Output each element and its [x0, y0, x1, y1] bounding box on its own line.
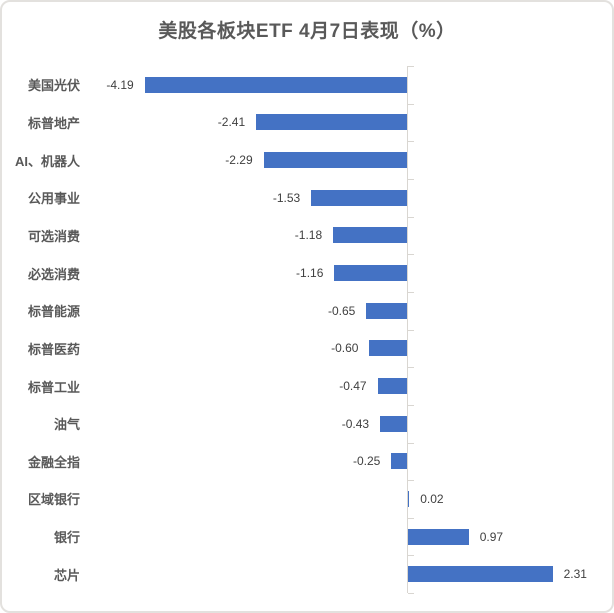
bar [408, 528, 469, 545]
category-label: AI、机器人 [14, 153, 80, 169]
axis-tick [408, 480, 414, 482]
value-label: -0.47 [339, 379, 367, 393]
value-label: -1.53 [272, 190, 301, 205]
value-label: -0.65 [327, 303, 356, 318]
category-label: 美国光伏 [27, 78, 80, 94]
value-label: -2.29 [225, 153, 253, 168]
axis-tick [408, 141, 414, 143]
category-label: 可选消费 [27, 228, 80, 244]
value-label: -2.41 [217, 115, 246, 130]
axis-tick [408, 216, 414, 218]
value-label: -0.60 [331, 341, 359, 356]
value-label: -0.25 [353, 454, 381, 469]
value-label: -4.19 [106, 77, 134, 92]
category-label: 标普能源 [27, 304, 80, 320]
chart-title: 美股各板块ETF 4月7日表现（%） [158, 21, 456, 42]
category-label: 必选消费 [27, 266, 80, 282]
value-label: 2.31 [563, 567, 587, 582]
value-label: -1.16 [296, 266, 324, 281]
axis-tick [408, 442, 414, 444]
bar [311, 189, 407, 206]
bar [333, 227, 407, 244]
value-axis-line [407, 66, 408, 594]
bar [263, 152, 407, 169]
category-label: 油气 [53, 417, 80, 433]
category-label: 标普医药 [27, 341, 80, 357]
category-label: 标普工业 [27, 379, 80, 395]
category-label: 芯片 [53, 567, 80, 583]
bar [377, 378, 407, 395]
value-label: 0.02 [420, 491, 444, 506]
axis-tick [408, 254, 414, 256]
axis-tick [408, 178, 414, 180]
axis-tick [408, 517, 414, 519]
category-label: 银行 [53, 530, 80, 546]
axis-tick [408, 367, 414, 369]
axis-tick [408, 103, 414, 105]
bar [369, 340, 407, 357]
category-label: 标普地产 [27, 115, 80, 131]
bar [391, 453, 407, 470]
value-label: -0.43 [341, 416, 370, 431]
bar [144, 76, 407, 93]
bar [334, 265, 407, 282]
category-label: 区域银行 [27, 492, 80, 508]
value-label: -1.18 [294, 228, 323, 243]
axis-tick [408, 291, 414, 293]
axis-tick [408, 329, 414, 331]
category-label: 公用事业 [27, 191, 80, 207]
category-label: 金融全指 [27, 454, 80, 470]
bar [408, 566, 553, 583]
bar [408, 490, 410, 507]
bar [256, 114, 407, 131]
bar [380, 415, 407, 432]
value-label: 0.97 [479, 529, 504, 544]
axis-tick [408, 66, 414, 67]
axis-tick [408, 593, 414, 595]
bar [366, 302, 407, 319]
axis-tick [408, 555, 414, 557]
axis-tick [408, 404, 414, 406]
